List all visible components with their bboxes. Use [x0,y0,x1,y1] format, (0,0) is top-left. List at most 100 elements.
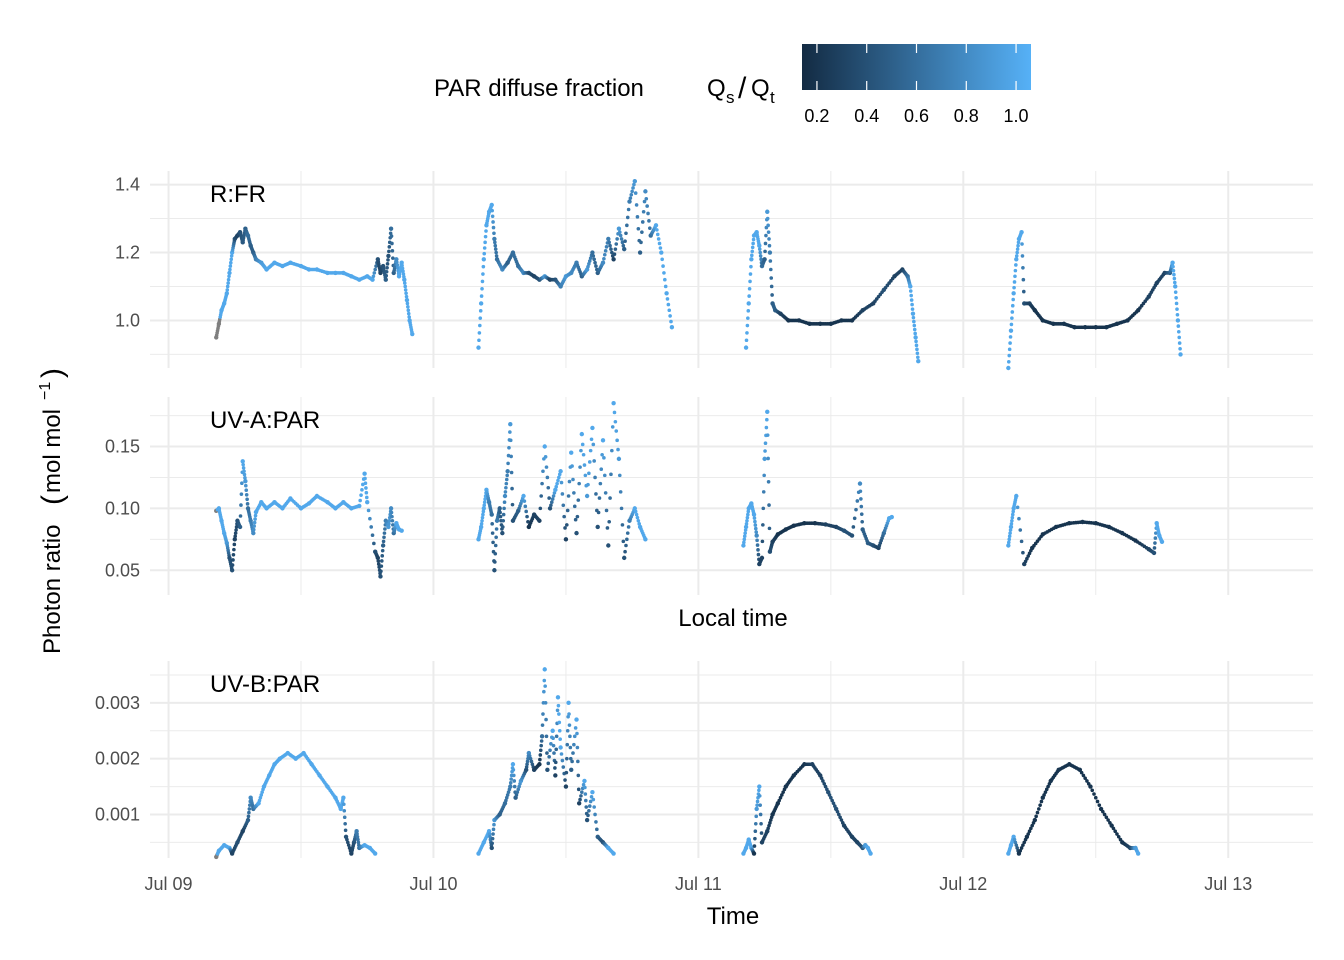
data-point [530,762,535,767]
data-point [768,259,773,263]
data-point [1090,788,1095,793]
data-point [527,754,532,758]
data-point [822,781,827,786]
data-point [522,499,527,503]
data-point [590,250,595,255]
data-point [594,820,598,824]
data-point [387,522,391,526]
data-point [360,488,364,492]
data-point [636,226,641,231]
data-point [1006,543,1011,548]
day-series [214,459,404,579]
y-tick-label: 0.002 [95,749,140,769]
data-point [356,837,360,842]
data-point [1153,536,1158,540]
data-point [765,409,770,415]
y-tick-label: 1.0 [115,310,140,330]
data-point [550,497,555,501]
data-point [758,254,763,258]
data-point [759,257,763,262]
data-point [665,297,670,301]
data-point [482,251,487,256]
data-point [838,815,842,820]
data-point [493,543,498,548]
data-point [769,276,774,280]
data-point [567,712,571,716]
data-point [509,470,514,475]
data-point [667,308,672,313]
data-point [1106,818,1110,822]
data-point [610,425,615,429]
data-point [746,512,750,517]
data-point [615,438,619,443]
data-point [491,225,496,230]
data-point [662,271,666,275]
data-point [572,491,576,495]
data-point [379,564,384,568]
data-point [1013,268,1018,273]
data-point [389,510,394,515]
y-tick-label: 0.15 [105,437,140,457]
data-point [566,715,570,719]
data-point [591,442,596,447]
data-point [573,517,578,522]
data-point [633,191,638,195]
data-point [576,801,582,806]
data-point [559,480,564,485]
data-point [1176,324,1181,328]
data-point [584,805,589,809]
data-point [617,230,622,234]
data-point [364,490,369,495]
data-point [1010,512,1015,517]
data-point [399,528,404,533]
data-point [528,756,533,761]
data-point [487,832,492,836]
legend-tick-label: 0.6 [904,106,929,126]
data-point [760,539,765,544]
data-point [259,793,264,797]
data-point [347,846,352,850]
data-point [544,717,548,722]
y-axis-title-main: Photon ratio [39,525,66,654]
data-point [492,236,497,242]
data-point [509,777,513,781]
data-point [507,445,511,450]
data-point [516,787,521,792]
data-point [510,762,516,767]
data-point [551,743,556,748]
data-point [821,779,825,783]
data-point [1109,823,1114,828]
data-point [1035,810,1040,815]
data-point [489,202,494,208]
data-point [387,245,392,249]
data-point [592,805,596,809]
data-point [542,678,547,683]
data-point [239,492,244,496]
data-point [504,798,508,803]
data-point [1008,341,1012,345]
data-point [571,751,575,755]
data-point [404,297,410,303]
day-series [1006,493,1165,567]
data-point [406,308,411,313]
data-point [579,448,583,453]
data-point [508,784,513,789]
data-point [504,481,509,486]
data-point [764,425,769,430]
data-point [1173,290,1178,294]
data-point [767,237,771,241]
data-point [253,513,258,518]
data-point [1013,274,1017,279]
data-point [835,809,840,814]
data-point [566,700,571,706]
data-point [557,712,561,716]
data-point [568,745,573,750]
y-tick-label: 0.10 [105,498,140,518]
data-point [400,266,405,271]
data-point [570,759,574,764]
data-point [539,734,545,739]
data-point [741,543,746,548]
data-point [591,797,596,802]
data-point [539,494,543,498]
data-point [753,519,757,524]
